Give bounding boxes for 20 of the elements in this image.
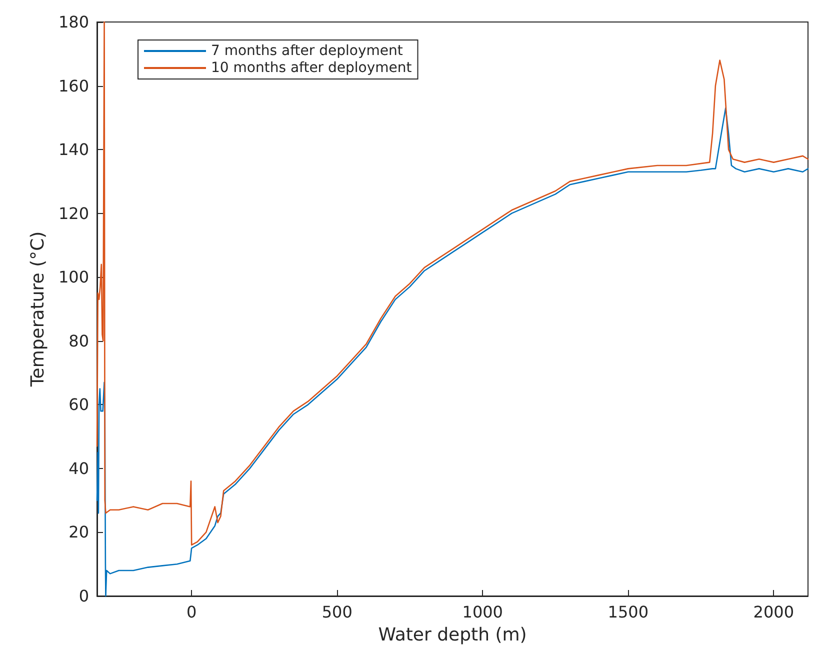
legend-label: 7 months after deployment [211,43,404,59]
y-tick-label: 80 [68,331,89,350]
y-tick-label: 100 [58,268,89,287]
y-tick-label: 0 [78,586,89,606]
y-tick-label: 120 [58,204,89,223]
x-axis-title: Water depth (m) [378,624,527,646]
legend-label: 10 months after deployment [211,60,412,76]
x-tick-label: 1000 [462,602,503,622]
line-series [96,21,809,546]
y-tick-label: 20 [68,522,89,542]
y-tick-label: 60 [68,395,89,414]
y-axis-title: Temperature (°C) [28,231,48,388]
y-tick-label: 40 [68,458,89,478]
x-tick-label: 2000 [753,602,794,622]
y-tick-label: 180 [58,12,89,32]
y-tick-label: 160 [58,76,89,96]
y-tick-label: 140 [58,140,89,160]
x-tick-label: 1500 [608,602,648,622]
x-tick-label: 500 [322,602,352,622]
x-tick-label: 0 [186,602,197,622]
